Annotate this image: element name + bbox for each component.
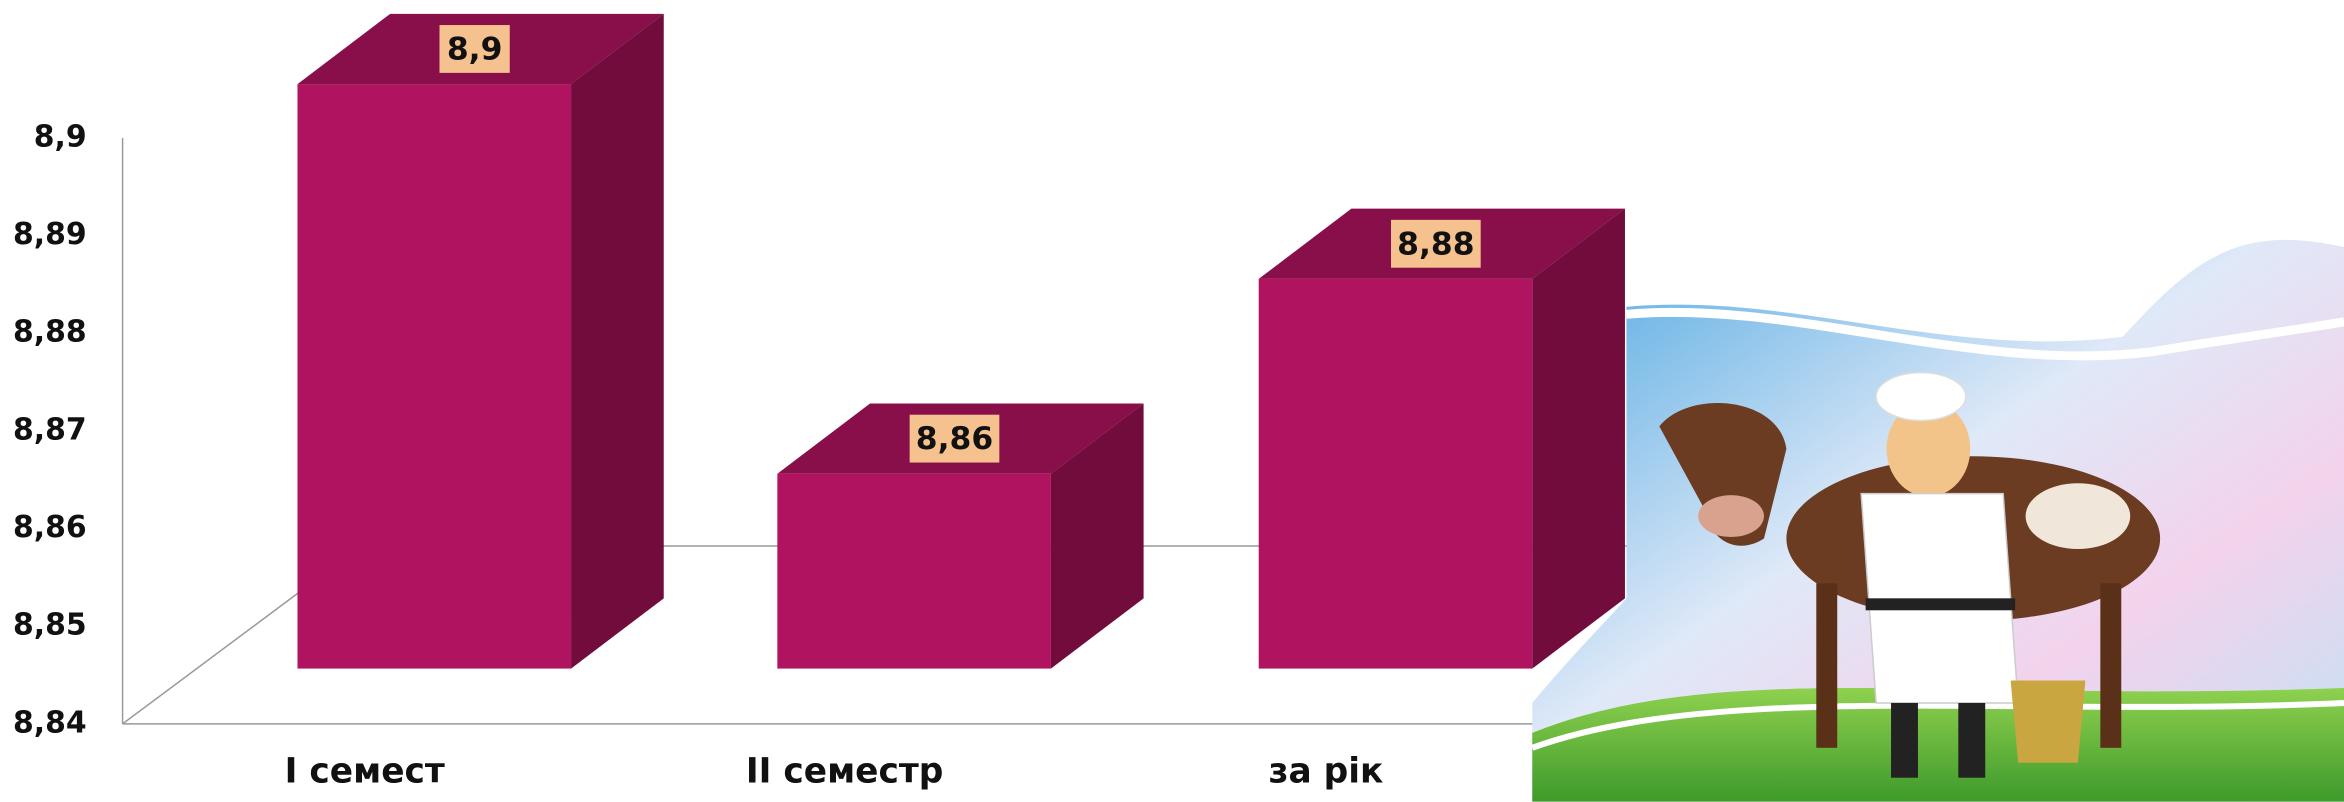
- bar-side: [1050, 403, 1144, 669]
- value-label: 8,86: [916, 421, 993, 457]
- y-tick-label: 8,84: [13, 705, 87, 740]
- bar: [297, 13, 664, 669]
- value-label: 8,88: [1397, 226, 1474, 262]
- value-label-box: [909, 414, 1000, 463]
- bar-front: [297, 84, 572, 669]
- value-label-box: [1391, 219, 1481, 268]
- x-tick-label: ІІ семестр: [746, 752, 944, 792]
- bar-side: [571, 13, 664, 669]
- y-tick-label: 8,87: [13, 412, 87, 447]
- value-label: 8,9: [447, 31, 503, 67]
- bar-side: [1532, 208, 1625, 669]
- y-tick-label: 8,86: [13, 510, 87, 545]
- y-tick-label: 8,88: [13, 315, 87, 350]
- bar-front: [777, 473, 1051, 669]
- y-tick-label: 8,89: [13, 217, 87, 252]
- illustration: [1531, 239, 2344, 802]
- value-label-box: [439, 25, 510, 73]
- x-tick-label: І семест: [285, 752, 445, 792]
- bar: [1258, 208, 1625, 669]
- y-tick-label: 8,9: [34, 119, 87, 154]
- x-tick-label: за рік: [1269, 752, 1384, 792]
- bar-front: [1258, 278, 1533, 669]
- y-tick-label: 8,85: [13, 608, 87, 643]
